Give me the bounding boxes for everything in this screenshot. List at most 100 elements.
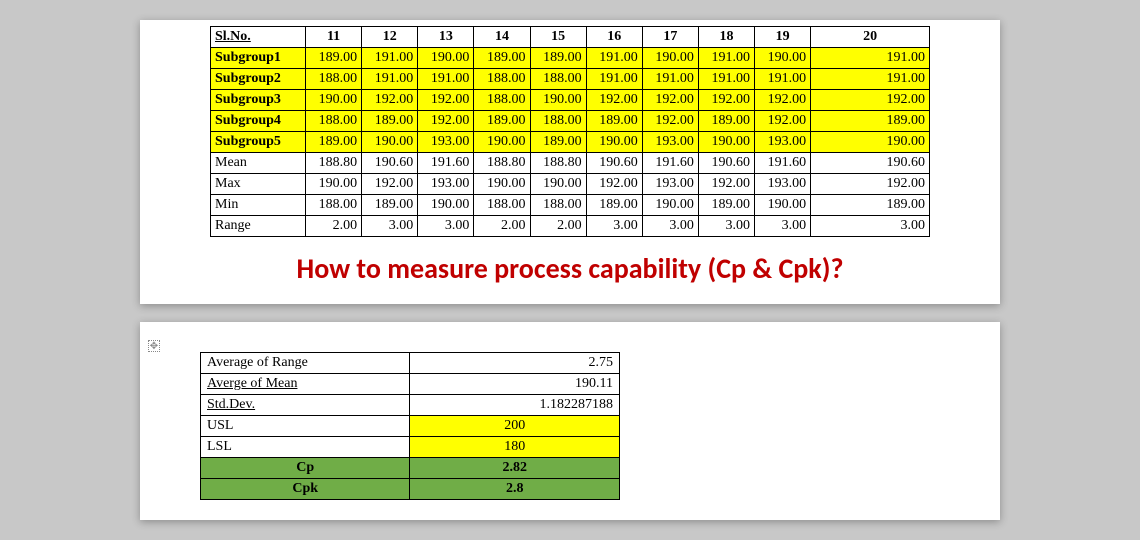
cell-value: 192.00	[418, 111, 474, 132]
cell-value: 190.00	[642, 48, 698, 69]
cell-value: 189.00	[530, 132, 586, 153]
cell-value: 188.80	[474, 153, 530, 174]
cell-value: 192.00	[362, 90, 418, 111]
cell-value: 190.60	[698, 153, 754, 174]
cell-value: 192.00	[642, 90, 698, 111]
cell-value: 190.00	[698, 132, 754, 153]
cell-value: 193.00	[755, 174, 811, 195]
cell-value: 191.00	[642, 69, 698, 90]
cell-value: 190.00	[306, 90, 362, 111]
cell-value: 189.00	[698, 195, 754, 216]
table-row: Range2.003.003.002.002.003.003.003.003.0…	[211, 216, 930, 237]
cell-value: 192.00	[418, 90, 474, 111]
cell-value: 191.00	[586, 69, 642, 90]
cell-value: 192.00	[698, 90, 754, 111]
summary-row: USL200	[201, 416, 620, 437]
table-row: Mean188.80190.60191.60188.80188.80190.60…	[211, 153, 930, 174]
summary-label: Averge of Mean	[201, 374, 410, 395]
summary-value: 200	[410, 416, 620, 437]
cell-value: 191.00	[362, 48, 418, 69]
cell-value: 190.00	[586, 132, 642, 153]
cell-value: 191.60	[418, 153, 474, 174]
cell-value: 189.00	[306, 132, 362, 153]
cell-value: 188.00	[474, 90, 530, 111]
summary-row: Cpk2.8	[201, 479, 620, 500]
summary-row: Std.Dev.1.182287188	[201, 395, 620, 416]
cell-value: 190.00	[474, 132, 530, 153]
table-row: Subgroup4188.00189.00192.00189.00188.001…	[211, 111, 930, 132]
cell-value: 190.00	[530, 174, 586, 195]
row-label: Mean	[211, 153, 306, 174]
column-header-16: 16	[586, 27, 642, 48]
page-top: Sl.No.11121314151617181920 Subgroup1189.…	[140, 20, 1000, 304]
cell-value: 190.00	[474, 174, 530, 195]
cell-value: 3.00	[586, 216, 642, 237]
cell-value: 190.60	[362, 153, 418, 174]
cell-value: 191.60	[755, 153, 811, 174]
cell-value: 3.00	[642, 216, 698, 237]
cell-value: 188.00	[306, 69, 362, 90]
summary-value: 2.75	[410, 353, 620, 374]
cell-value: 189.00	[530, 48, 586, 69]
summary-label: USL	[201, 416, 410, 437]
cell-value: 191.00	[755, 69, 811, 90]
row-label: Min	[211, 195, 306, 216]
row-label: Subgroup5	[211, 132, 306, 153]
cell-value: 191.00	[698, 69, 754, 90]
cell-value: 193.00	[642, 174, 698, 195]
row-label: Max	[211, 174, 306, 195]
cell-value: 191.00	[362, 69, 418, 90]
cell-value: 193.00	[755, 132, 811, 153]
cell-value: 2.00	[530, 216, 586, 237]
cell-value: 188.00	[306, 195, 362, 216]
column-header-20: 20	[811, 27, 930, 48]
table-row: Subgroup5189.00190.00193.00190.00189.001…	[211, 132, 930, 153]
column-header-14: 14	[474, 27, 530, 48]
table-row: Min188.00189.00190.00188.00188.00189.001…	[211, 195, 930, 216]
cell-value: 193.00	[642, 132, 698, 153]
cell-value: 189.00	[811, 195, 930, 216]
cell-value: 3.00	[811, 216, 930, 237]
cell-value: 191.60	[642, 153, 698, 174]
summary-value: 190.11	[410, 374, 620, 395]
cell-value: 190.00	[755, 195, 811, 216]
cell-value: 192.00	[698, 174, 754, 195]
cell-value: 3.00	[755, 216, 811, 237]
summary-row: Average of Range2.75	[201, 353, 620, 374]
summary-value: 180	[410, 437, 620, 458]
summary-label: Cpk	[201, 479, 410, 500]
cell-value: 193.00	[418, 174, 474, 195]
row-label: Subgroup2	[211, 69, 306, 90]
row-label: Subgroup3	[211, 90, 306, 111]
cell-value: 2.00	[306, 216, 362, 237]
summary-label: Cp	[201, 458, 410, 479]
column-header-13: 13	[418, 27, 474, 48]
cell-value: 190.00	[811, 132, 930, 153]
cell-value: 191.00	[811, 48, 930, 69]
table-row: Subgroup2188.00191.00191.00188.00188.001…	[211, 69, 930, 90]
cell-value: 192.00	[755, 90, 811, 111]
cell-value: 2.00	[474, 216, 530, 237]
cell-value: 192.00	[586, 90, 642, 111]
cell-value: 190.00	[418, 48, 474, 69]
cell-value: 188.00	[306, 111, 362, 132]
cell-value: 190.00	[418, 195, 474, 216]
cell-value: 192.00	[642, 111, 698, 132]
cell-value: 192.00	[811, 174, 930, 195]
cell-value: 189.00	[362, 195, 418, 216]
row-label: Range	[211, 216, 306, 237]
anchor-icon: ✥	[148, 340, 160, 352]
column-header-17: 17	[642, 27, 698, 48]
cell-value: 190.00	[530, 90, 586, 111]
table-row: Subgroup1189.00191.00190.00189.00189.001…	[211, 48, 930, 69]
cell-value: 190.00	[755, 48, 811, 69]
cell-value: 189.00	[586, 195, 642, 216]
cell-value: 189.00	[362, 111, 418, 132]
cell-value: 190.60	[586, 153, 642, 174]
cell-value: 188.00	[474, 69, 530, 90]
cell-value: 188.00	[474, 195, 530, 216]
summary-value: 1.182287188	[410, 395, 620, 416]
column-header-19: 19	[755, 27, 811, 48]
row-label: Subgroup4	[211, 111, 306, 132]
summary-value: 2.82	[410, 458, 620, 479]
